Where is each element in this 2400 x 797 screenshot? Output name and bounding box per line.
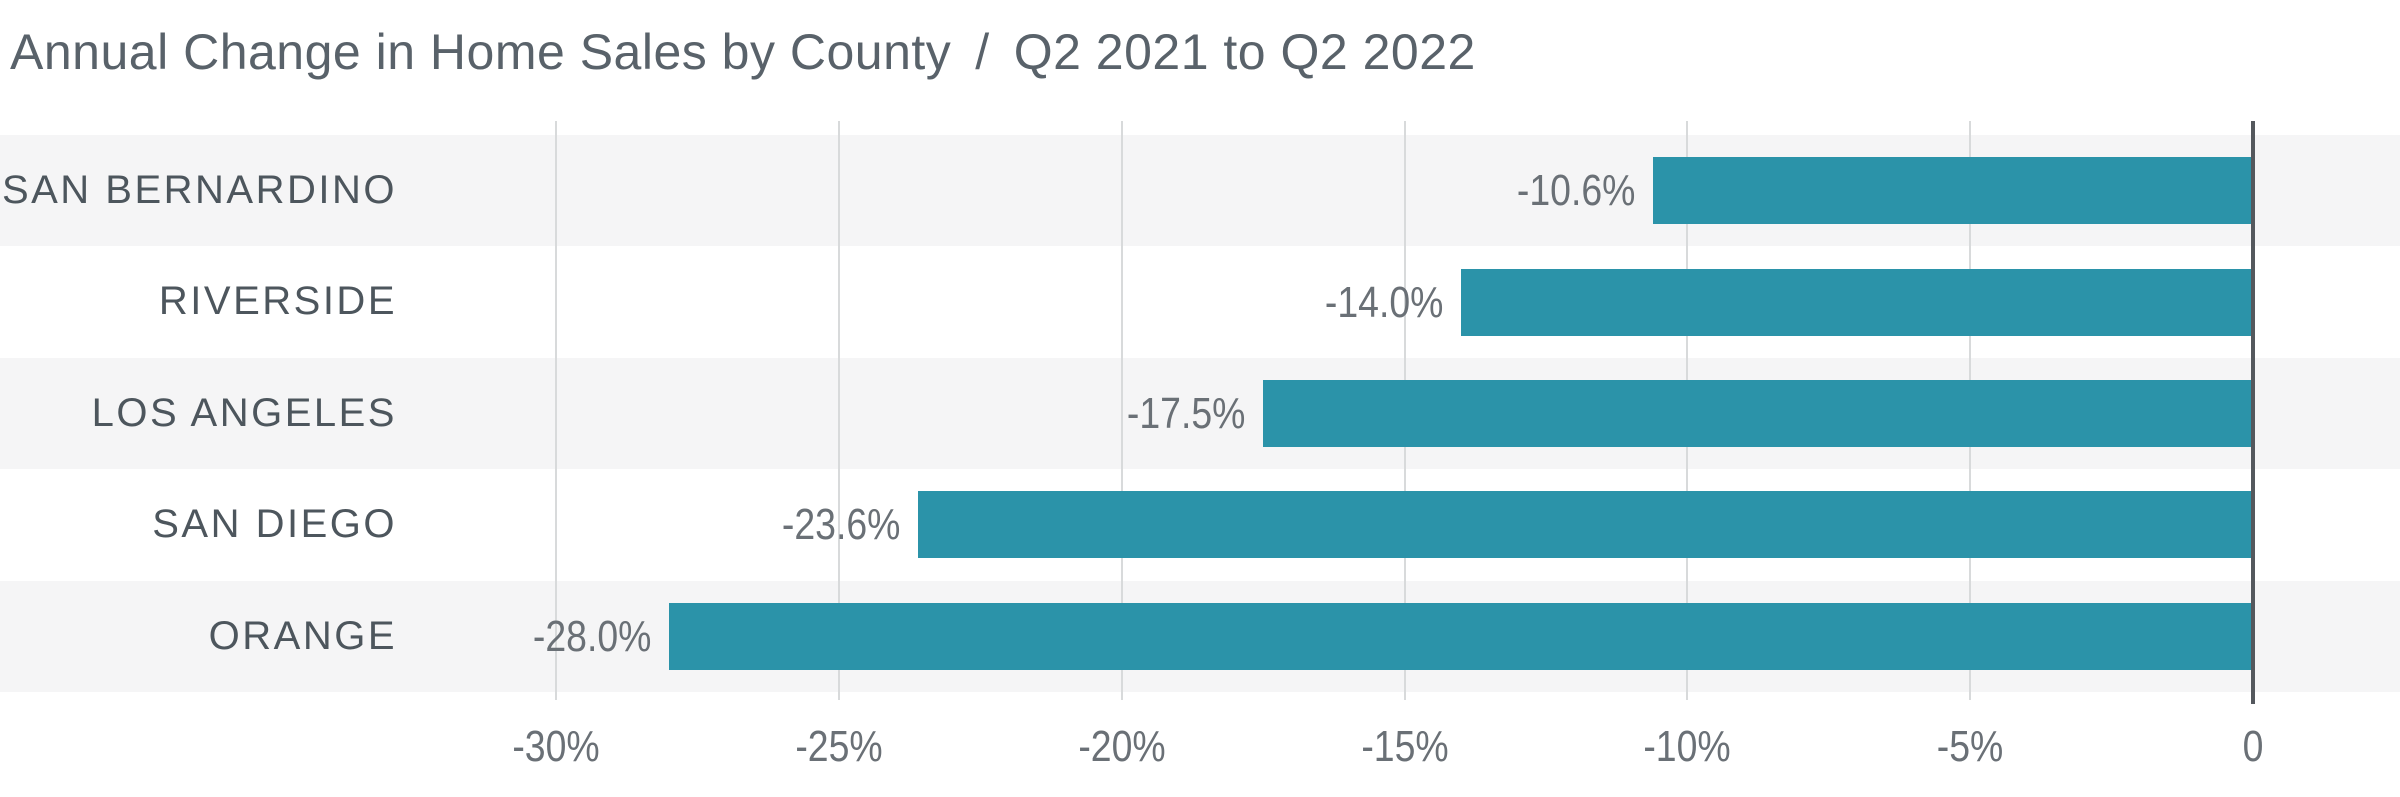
value-label-san-diego: -23.6% [781,500,901,550]
bar-orange [669,602,2253,670]
gridline [837,121,840,700]
bar-san-diego [918,491,2253,559]
category-label-san-diego: SAN DIEGO [152,502,397,547]
bar-los-angeles [1263,380,2253,447]
bar-riverside [1461,268,2253,336]
x-tick-label--10-: -10% [1643,722,1731,771]
x-tick-label--20-: -20% [1078,722,1166,771]
value-label-riverside: -14.0% [1324,277,1444,327]
value-label-san-bernardino: -10.6% [1516,166,1636,216]
category-label-los-angeles: LOS ANGELES [91,390,397,435]
gridline [555,121,557,700]
x-tick-label--25-: -25% [795,722,883,771]
chart-title-main: Annual Change in Home Sales by County [10,24,952,80]
zero-axis-line [2251,121,2255,704]
chart-title-subtitle: Q2 2021 to Q2 2022 [1013,24,1476,80]
category-label-san-bernardino: SAN BERNARDINO [1,168,397,212]
chart-title: Annual Change in Home Sales by County / Q2… [10,24,1476,82]
category-label-orange: ORANGE [208,613,397,658]
x-tick-label-0: 0 [2242,722,2264,771]
bar-san-bernardino [1653,157,2253,225]
x-tick-label--5-: -5% [1936,722,2004,771]
x-tick-label--15-: -15% [1360,722,1449,771]
chart-title-separator: / [975,24,990,80]
value-label-orange: -28.0% [532,611,652,661]
gridline [1120,121,1123,700]
value-label-los-angeles: -17.5% [1126,389,1246,438]
x-tick-label--30-: -30% [512,722,600,771]
category-label-riverside: RIVERSIDE [158,279,397,324]
